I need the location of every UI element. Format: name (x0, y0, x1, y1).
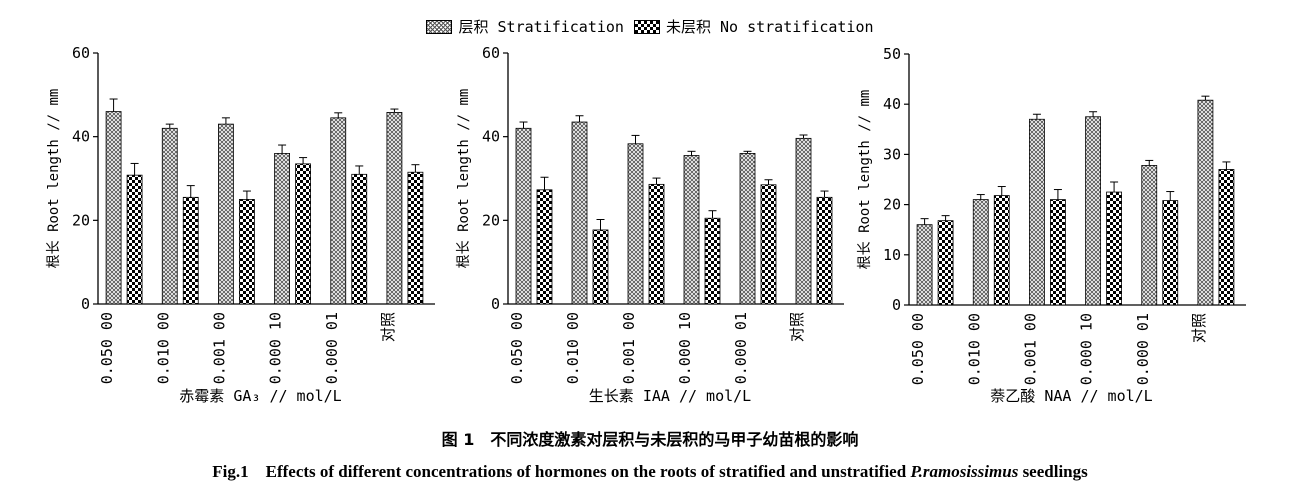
bar-no-stratification (993, 195, 1010, 306)
y-tick-label: 50 (883, 45, 901, 63)
y-tick-label: 20 (72, 211, 90, 229)
bar-no-stratification (407, 171, 424, 305)
y-tick-label: 10 (883, 246, 901, 264)
x-tick-label: 0.010 00 (564, 312, 582, 384)
y-tick-label: 30 (883, 145, 901, 163)
bar-no-stratification (937, 220, 954, 306)
figure-caption-chinese: 图 1 不同浓度激素对层积与未层积的马甲子幼苗根的影响 (441, 430, 859, 449)
bar-stratified (972, 199, 989, 306)
y-tick-label: 0 (81, 295, 90, 313)
bar-no-stratification (351, 173, 368, 305)
bar-stratified (627, 143, 644, 305)
bar-stratified (1197, 99, 1214, 306)
bar-stratified (105, 111, 122, 305)
x-tick-label: 0.001 00 (1021, 313, 1039, 385)
bar-stratified (1141, 165, 1158, 306)
bar-stratified (218, 123, 234, 305)
bar-no-stratification (1050, 199, 1066, 306)
bar-no-stratification (704, 217, 721, 305)
stratification-swatch-icon (426, 19, 453, 34)
y-tick-label: 40 (72, 128, 90, 146)
legend-item-stratification: 层积 Stratification (426, 16, 624, 37)
y-axis-label: 根长 Root length // mm (46, 89, 62, 269)
bar-no-stratification (239, 199, 255, 305)
bar-no-stratification (592, 229, 609, 305)
charts-layer: 0 20 40 60 根长 Root length // mm 0.050 00 0.010… (46, 44, 1246, 405)
caption-english-prefix: Fig.1 Effects of different concentration… (212, 462, 911, 481)
chart-panel-2: 0 20 40 60 根长 Root length // mm 0.050 00 0.010… (456, 44, 844, 405)
bar-no-stratification (760, 184, 777, 305)
bar-stratified (1085, 116, 1101, 306)
bar-stratified (739, 152, 756, 305)
bar-no-stratification (1106, 191, 1122, 306)
y-tick-label: 60 (482, 44, 500, 62)
no-stratification-swatch-icon (633, 19, 660, 34)
x-tick-label: 0.010 00 (154, 312, 172, 384)
y-tick-label: 0 (892, 296, 901, 314)
bar-no-stratification (648, 183, 665, 305)
x-tick-label: 0.000 01 (732, 312, 750, 384)
bar-stratified (571, 121, 588, 305)
caption-english-suffix: seedlings (1018, 462, 1088, 481)
x-tick-label: 对照 (1190, 313, 1208, 343)
bar-stratified (795, 137, 812, 305)
x-tick-label: 0.000 10 (676, 312, 694, 384)
bar-no-stratification (536, 189, 553, 305)
x-axis-label: 赤霉素 GA₃ // mol/L (179, 387, 341, 405)
bar-no-stratification (1218, 169, 1235, 306)
y-tick-label: 0 (491, 295, 500, 313)
bar-stratified (1029, 118, 1045, 306)
bar-stratified (916, 224, 933, 306)
y-tick-label: 20 (482, 211, 500, 229)
bar-stratified (515, 127, 532, 305)
x-tick-label: 0.000 01 (1134, 313, 1152, 385)
bar-stratified (330, 117, 347, 305)
x-tick-label: 0.050 00 (909, 313, 927, 385)
x-tick-label: 对照 (379, 312, 397, 342)
bar-no-stratification (182, 196, 199, 305)
chart-panel-1: 0 20 40 60 根长 Root length // mm 0.050 00 0.010… (46, 44, 435, 405)
x-axis-label: 生长素 IAA // mol/L (589, 387, 751, 405)
x-tick-label: 对照 (788, 312, 806, 342)
x-tick-label: 0.001 00 (210, 312, 228, 384)
bar-stratified (683, 155, 700, 305)
x-tick-label: 0.050 00 (508, 312, 526, 384)
legend-label-no-stratification: 未层积 No stratification (665, 18, 874, 36)
bar-no-stratification (126, 174, 143, 305)
x-tick-label: 0.010 00 (965, 313, 983, 385)
y-tick-label: 40 (883, 95, 901, 113)
caption-species-name: P.ramosissimus (910, 462, 1019, 481)
bar-no-stratification (1162, 200, 1179, 306)
x-tick-label: 0.001 00 (620, 312, 638, 384)
x-tick-label: 0.050 00 (98, 312, 116, 384)
bar-stratified (386, 112, 403, 305)
x-tick-label: 0.000 10 (1078, 313, 1096, 385)
y-axis-label: 根长 Root length // mm (857, 90, 873, 270)
figure-caption-english: Fig.1 Effects of different concentration… (0, 457, 1300, 482)
y-tick-label: 40 (482, 128, 500, 146)
x-tick-label: 0.000 01 (323, 312, 341, 384)
bar-no-stratification (295, 163, 311, 305)
x-axis-label: 萘乙酸 NAA // mol/L (990, 387, 1152, 405)
y-tick-label: 60 (72, 44, 90, 62)
legend-label-stratification: 层积 Stratification (458, 18, 624, 36)
x-tick-label: 0.000 10 (267, 312, 285, 384)
chart-legend: 层积 Stratification 未层积 No stratification (0, 16, 1300, 37)
y-axis-label: 根长 Root length // mm (456, 89, 472, 269)
bar-stratified (161, 127, 178, 305)
bar-no-stratification (816, 196, 833, 305)
y-tick-label: 20 (883, 196, 901, 214)
chart-panel-3: 0 10 20 30 40 50 根长 Root length // mm 0.050 00 0… (857, 45, 1246, 405)
bar-stratified (274, 152, 290, 305)
legend-item-no-stratification: 未层积 No stratification (633, 16, 874, 37)
